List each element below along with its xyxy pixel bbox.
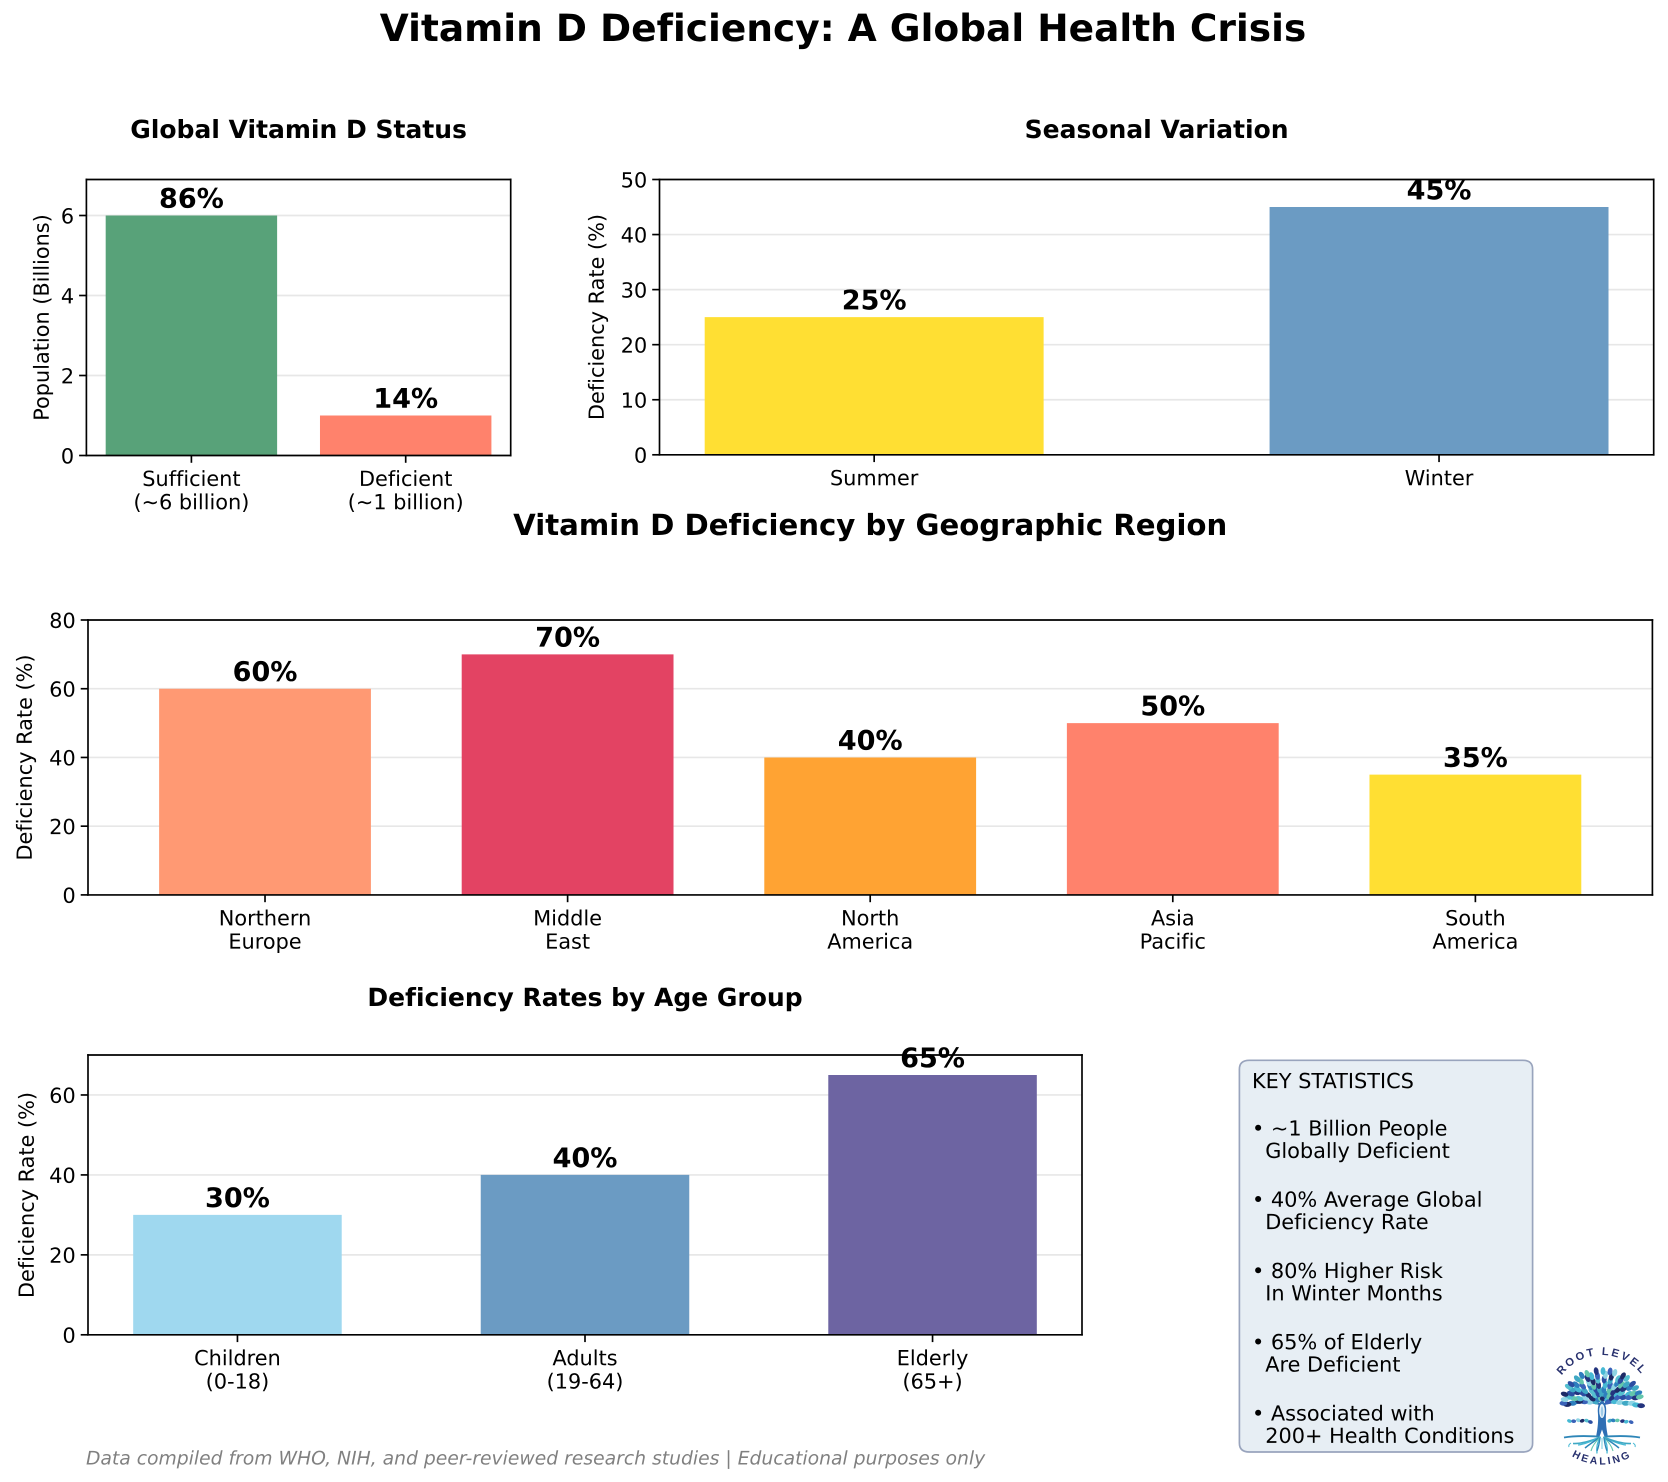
svg-text:HEALING: HEALING	[1570, 1449, 1633, 1468]
